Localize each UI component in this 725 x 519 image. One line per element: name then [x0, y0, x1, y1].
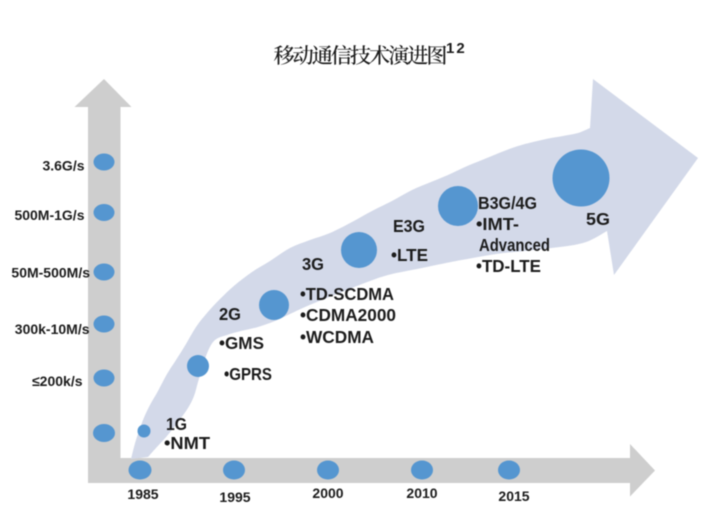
svg-text:≤200k/s: ≤200k/s	[32, 373, 83, 389]
svg-text:2015: 2015	[498, 488, 529, 504]
svg-text:•LTE: •LTE	[391, 245, 428, 265]
svg-text:E3G: E3G	[393, 216, 425, 236]
svg-text:Advanced: Advanced	[479, 235, 550, 255]
svg-text:•TD-SCDMA: •TD-SCDMA	[300, 284, 394, 304]
svg-text:2010: 2010	[406, 485, 437, 501]
svg-text:•GMS: •GMS	[219, 333, 264, 353]
svg-text:•NMT: •NMT	[164, 433, 210, 453]
svg-text:1995: 1995	[219, 489, 250, 505]
svg-text:2G: 2G	[219, 304, 241, 324]
svg-text:300k-10M/s: 300k-10M/s	[15, 321, 90, 337]
svg-text:2000: 2000	[312, 485, 343, 501]
svg-text:12: 12	[446, 40, 467, 57]
svg-text:B3G/4G: B3G/4G	[478, 193, 537, 213]
svg-text:•CDMA2000: •CDMA2000	[300, 305, 396, 325]
svg-text:1G: 1G	[166, 414, 187, 434]
svg-text:1985: 1985	[127, 486, 158, 502]
svg-text:50M-500M/s: 50M-500M/s	[11, 265, 90, 281]
svg-text:3G: 3G	[302, 254, 324, 274]
svg-text:•GPRS: •GPRS	[224, 364, 272, 384]
svg-text:•WCDMA: •WCDMA	[300, 327, 374, 347]
svg-text:•TD-LTE: •TD-LTE	[476, 256, 541, 276]
svg-text:•IMT-: •IMT-	[476, 214, 519, 234]
svg-text:500M-1G/s: 500M-1G/s	[14, 207, 84, 223]
svg-text:5G: 5G	[586, 209, 610, 229]
svg-text:3.6G/s: 3.6G/s	[42, 158, 84, 174]
